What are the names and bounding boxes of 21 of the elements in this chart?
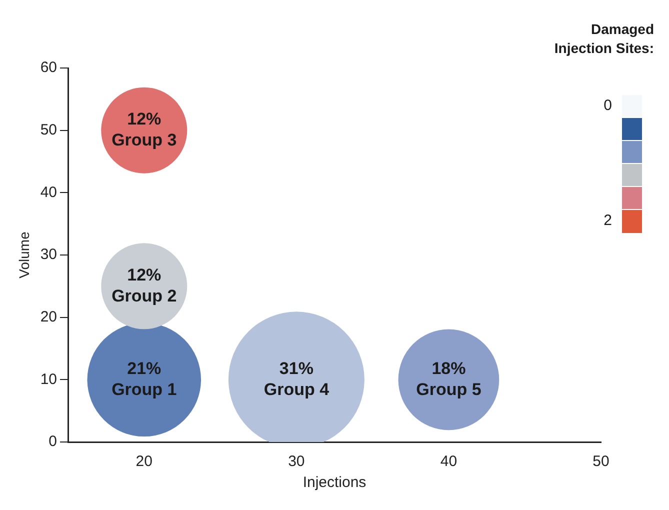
y-tick-label: 30 (40, 246, 57, 264)
data-label: 31% Group 4 (264, 358, 330, 399)
x-tick-label: 30 (288, 453, 305, 470)
text: 0 (604, 97, 612, 114)
x-tick-label: 20 (136, 453, 152, 470)
y-axis-title: Volume (16, 231, 32, 278)
data-label: 18% Group 5 (416, 358, 482, 399)
legend-title: Damaged Injection Sites: (554, 20, 654, 56)
y-tick-label: 0 (48, 433, 57, 450)
x-tick-label: 50 (592, 453, 610, 470)
y-tick-label: 50 (40, 121, 57, 138)
y-tick-label: 60 (40, 59, 57, 76)
y-tick-label: 10 (40, 370, 57, 388)
text: 2 (604, 212, 612, 230)
x-tick-label: 40 (440, 453, 458, 470)
y-tick-label: 40 (40, 184, 57, 201)
data-label: 12% Group 2 (112, 265, 177, 306)
data-label: 12% Group 3 (112, 110, 177, 150)
y-tick-label: 20 (40, 308, 57, 326)
data-label: 21% Group 1 (112, 358, 177, 399)
x-axis-title: Injections (302, 474, 366, 492)
